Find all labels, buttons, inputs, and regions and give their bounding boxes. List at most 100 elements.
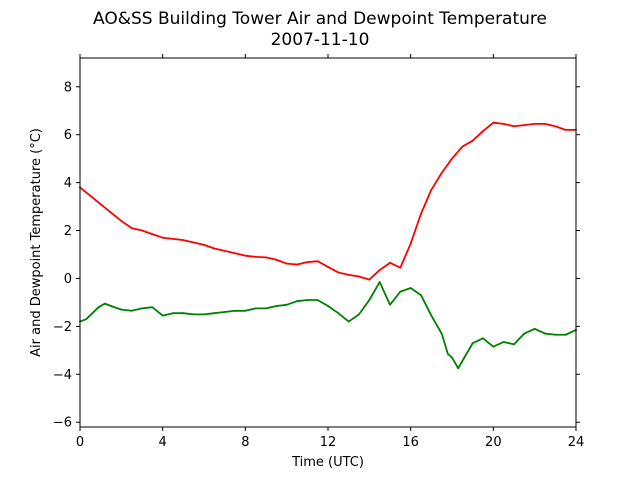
y-tick-label: −4 — [53, 368, 72, 383]
dewpoint-data-point — [420, 294, 422, 297]
air-data-point — [234, 252, 236, 255]
dewpoint-data-point — [564, 333, 567, 336]
y-tick-label: −6 — [53, 416, 72, 431]
air-data-point — [430, 188, 433, 191]
air-data-point — [285, 262, 288, 265]
dewpoint-data-point — [492, 345, 495, 348]
dewpoint-data-point — [285, 303, 288, 306]
air-data-point — [306, 261, 309, 264]
air-data-point — [389, 261, 391, 264]
dewpoint-data-point — [554, 333, 557, 336]
x-tick-label: 16 — [402, 435, 419, 450]
dewpoint-data-point — [502, 341, 505, 343]
dewpoint-data-point — [327, 305, 329, 307]
dewpoint-data-point — [130, 309, 133, 312]
x-tick-label: 12 — [320, 435, 337, 450]
air-data-point — [544, 122, 546, 125]
air-data-point — [192, 241, 195, 244]
air-data-point — [120, 220, 123, 222]
air-data-point — [533, 122, 536, 125]
air-data-point — [461, 145, 464, 148]
air-data-point — [265, 256, 267, 259]
dewpoint-data-point — [172, 312, 174, 315]
air-data-point — [182, 239, 185, 242]
air-data-point — [368, 278, 371, 281]
dewpoint-data-point — [141, 307, 143, 310]
dewpoint-data-point — [85, 318, 88, 321]
air-data-point — [420, 212, 422, 215]
dewpoint-data-point — [533, 327, 536, 330]
dewpoint-data-point — [347, 320, 350, 323]
dewpoint-data-point — [120, 308, 123, 311]
air-data-point — [99, 203, 102, 206]
air-series-line — [79, 121, 577, 281]
air-data-point — [471, 139, 474, 142]
air-data-point — [554, 125, 557, 128]
x-axis-label: Time (UTC) — [291, 455, 364, 470]
air-data-point — [275, 258, 278, 261]
plot-area — [79, 121, 577, 370]
dewpoint-data-point — [223, 311, 226, 313]
air-data-point — [327, 266, 329, 268]
air-data-point — [161, 236, 164, 239]
dewpoint-data-point — [399, 290, 402, 293]
air-data-point — [203, 244, 205, 246]
dewpoint-data-point — [234, 309, 236, 312]
air-data-point — [130, 227, 133, 230]
dewpoint-data-point — [265, 307, 267, 310]
dewpoint-data-point — [110, 305, 112, 307]
chart-title: AO&SS Building Tower Air and Dewpoint Te… — [93, 9, 547, 29]
chart-subtitle: 2007-11-10 — [271, 30, 370, 50]
dewpoint-data-point — [430, 314, 433, 317]
air-data-point — [440, 172, 443, 174]
air-data-point — [141, 229, 143, 232]
dewpoint-data-point — [471, 342, 474, 345]
y-tick-label: 8 — [64, 80, 72, 95]
air-data-point — [244, 254, 247, 257]
air-data-point — [451, 157, 453, 160]
dewpoint-data-point — [451, 356, 453, 359]
air-data-point — [337, 271, 340, 274]
dewpoint-data-point — [440, 332, 443, 335]
dewpoint-data-point — [358, 313, 360, 316]
dewpoint-data-point — [389, 303, 391, 306]
air-data-point — [482, 130, 484, 132]
dewpoint-data-point — [409, 287, 412, 289]
dewpoint-data-point — [544, 332, 546, 335]
y-tick-label: 2 — [64, 224, 72, 239]
air-data-point — [502, 122, 505, 125]
dewpoint-data-point — [316, 299, 319, 301]
air-data-point — [399, 266, 402, 269]
air-data-point — [409, 242, 412, 245]
y-tick-label: 4 — [64, 176, 72, 191]
air-data-point — [523, 124, 526, 126]
dewpoint-data-point — [244, 309, 247, 312]
dewpoint-data-point — [182, 312, 185, 315]
air-data-point — [564, 128, 567, 131]
plot-frame — [79, 57, 577, 428]
air-data-point — [89, 194, 92, 197]
dewpoint-data-point — [523, 332, 526, 335]
dewpoint-data-point — [91, 312, 94, 315]
y-tick-label: 0 — [64, 272, 72, 287]
dewpoint-data-point — [296, 300, 298, 303]
dewpoint-data-point — [203, 313, 205, 316]
x-tick-label: 24 — [568, 435, 585, 450]
dewpoint-data-point — [151, 306, 154, 309]
dewpoint-data-point — [254, 307, 257, 310]
air-data-point — [358, 275, 360, 278]
air-data-point — [316, 260, 319, 263]
dewpoint-data-point — [446, 353, 449, 355]
air-data-point — [513, 125, 515, 128]
dewpoint-data-point — [275, 305, 278, 307]
air-data-point — [110, 211, 112, 214]
y-tick-label: 6 — [64, 128, 72, 143]
dewpoint-data-point — [161, 314, 164, 317]
dewpoint-data-point — [513, 343, 515, 346]
x-tick-label: 8 — [241, 435, 249, 450]
dewpoint-data-point — [482, 337, 484, 340]
dewpoint-data-point — [378, 281, 381, 283]
dewpoint-data-point — [337, 312, 340, 315]
